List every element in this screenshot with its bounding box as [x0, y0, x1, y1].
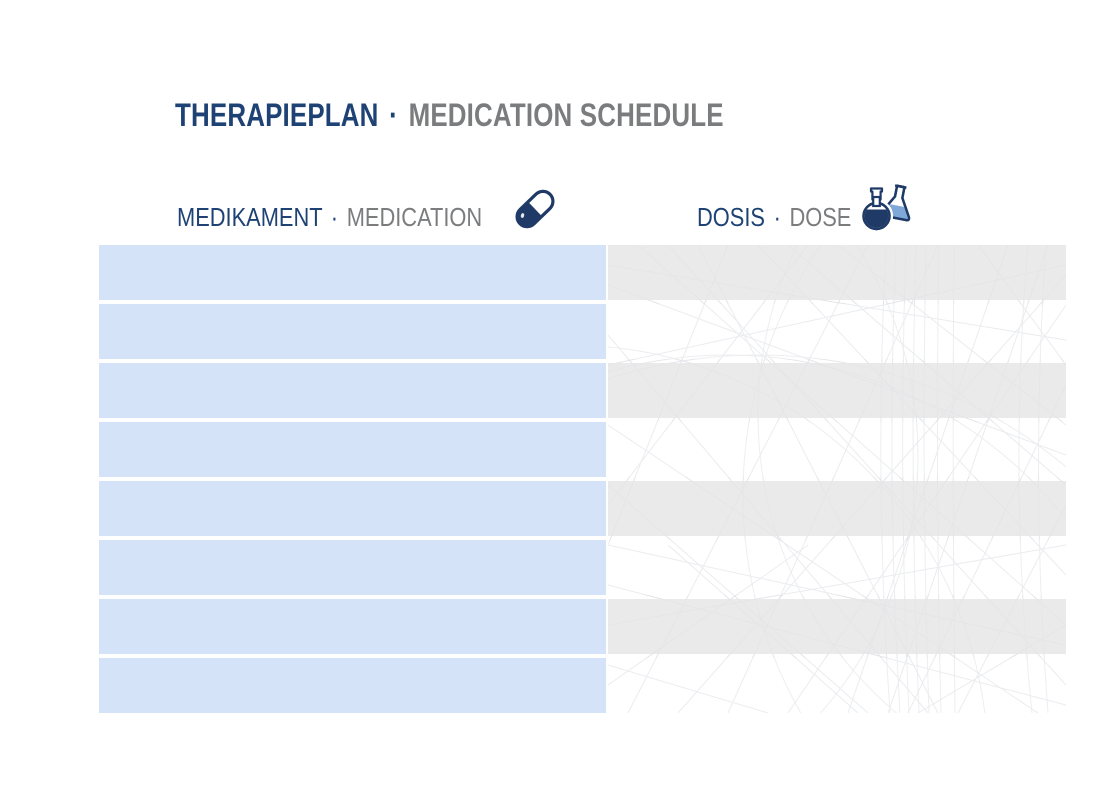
- medication-cell[interactable]: [99, 540, 606, 595]
- dose-header-english: DOSE: [789, 202, 852, 232]
- dose-header-dot: ·: [773, 202, 781, 232]
- medication-cell[interactable]: [99, 422, 606, 477]
- medication-cell[interactable]: [99, 363, 606, 418]
- medication-cell[interactable]: [99, 245, 606, 300]
- dose-cell[interactable]: [608, 304, 1066, 359]
- schedule-row: [99, 363, 1066, 418]
- page-title-german: THERAPIEPLAN: [175, 97, 379, 133]
- title-separator-dot: ·: [389, 97, 398, 133]
- medication-header-german: MEDIKAMENT: [177, 202, 323, 232]
- dose-cell[interactable]: [608, 363, 1066, 418]
- medication-column-header: MEDIKAMENT · MEDICATION: [177, 202, 482, 233]
- dose-cell[interactable]: [608, 540, 1066, 595]
- dose-header-german: DOSIS: [697, 202, 765, 232]
- medication-cell[interactable]: [99, 658, 606, 713]
- page-title-english: MEDICATION SCHEDULE: [408, 97, 724, 133]
- schedule-row: [99, 245, 1066, 300]
- medication-cell[interactable]: [99, 481, 606, 536]
- page-title: THERAPIEPLAN · MEDICATION SCHEDULE: [175, 97, 724, 134]
- dose-cell[interactable]: [608, 599, 1066, 654]
- medication-cell[interactable]: [99, 304, 606, 359]
- schedule-table-body: [99, 245, 1066, 713]
- dose-cell[interactable]: [608, 481, 1066, 536]
- flasks-icon: [859, 184, 913, 233]
- medication-schedule-table: [99, 245, 1066, 715]
- dose-column-header: DOSIS · DOSE: [697, 202, 851, 233]
- schedule-row: [99, 658, 1066, 713]
- schedule-row: [99, 481, 1066, 536]
- dose-cell[interactable]: [608, 658, 1066, 713]
- dose-cell[interactable]: [608, 422, 1066, 477]
- dose-cell[interactable]: [608, 245, 1066, 300]
- schedule-row: [99, 599, 1066, 654]
- medication-header-english: MEDICATION: [346, 202, 483, 232]
- schedule-row: [99, 540, 1066, 595]
- medication-header-dot: ·: [330, 202, 339, 232]
- schedule-row: [99, 422, 1066, 477]
- capsule-icon: [515, 189, 555, 229]
- medication-cell[interactable]: [99, 599, 606, 654]
- schedule-row: [99, 304, 1066, 359]
